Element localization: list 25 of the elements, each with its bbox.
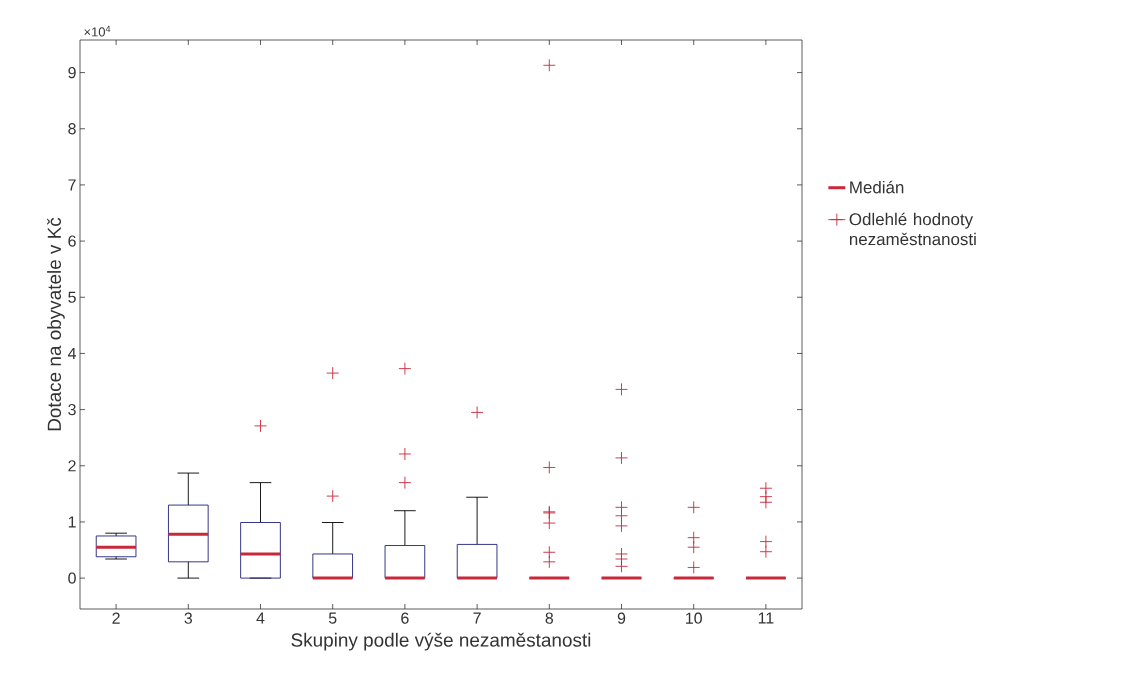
- x-tick-label: 10: [686, 612, 702, 624]
- x-axis-title: Skupiny podle výše nezaměstanosti: [291, 632, 591, 651]
- y-tick-label: 3: [68, 403, 76, 416]
- x-tick-label: 4: [256, 612, 265, 624]
- x-tick-label: 7: [473, 612, 481, 624]
- y-tick-label: 4: [67, 347, 77, 359]
- y-tick-label: 6: [68, 235, 76, 247]
- y-axis-title: Dotace na obyvatele v Kč: [47, 217, 65, 431]
- x-tick-label: 6: [401, 612, 409, 624]
- y-tick-label: 9: [68, 66, 76, 79]
- y-tick-label: 2: [68, 460, 76, 472]
- text: ×10$^{4}$: [84, 25, 111, 37]
- y-tick-label: 8: [68, 123, 76, 135]
- x-tick-label: 11: [758, 612, 774, 624]
- y-tick-label: 7: [68, 179, 76, 191]
- y-tick-label: 0: [68, 572, 76, 584]
- legend-label: Odlehlé hodnoty nezaměstnanosti: [849, 212, 976, 246]
- text: Medián: [850, 180, 904, 194]
- x-tick-label: 9: [617, 612, 626, 624]
- x-tick-label: 5: [328, 612, 337, 624]
- y-tick-label: 5: [68, 291, 76, 303]
- y-tick-label: 1: [68, 516, 76, 528]
- x-tick-label: 8: [545, 612, 554, 624]
- x-tick-label: 3: [184, 612, 193, 624]
- x-tick-label: 2: [112, 612, 120, 624]
